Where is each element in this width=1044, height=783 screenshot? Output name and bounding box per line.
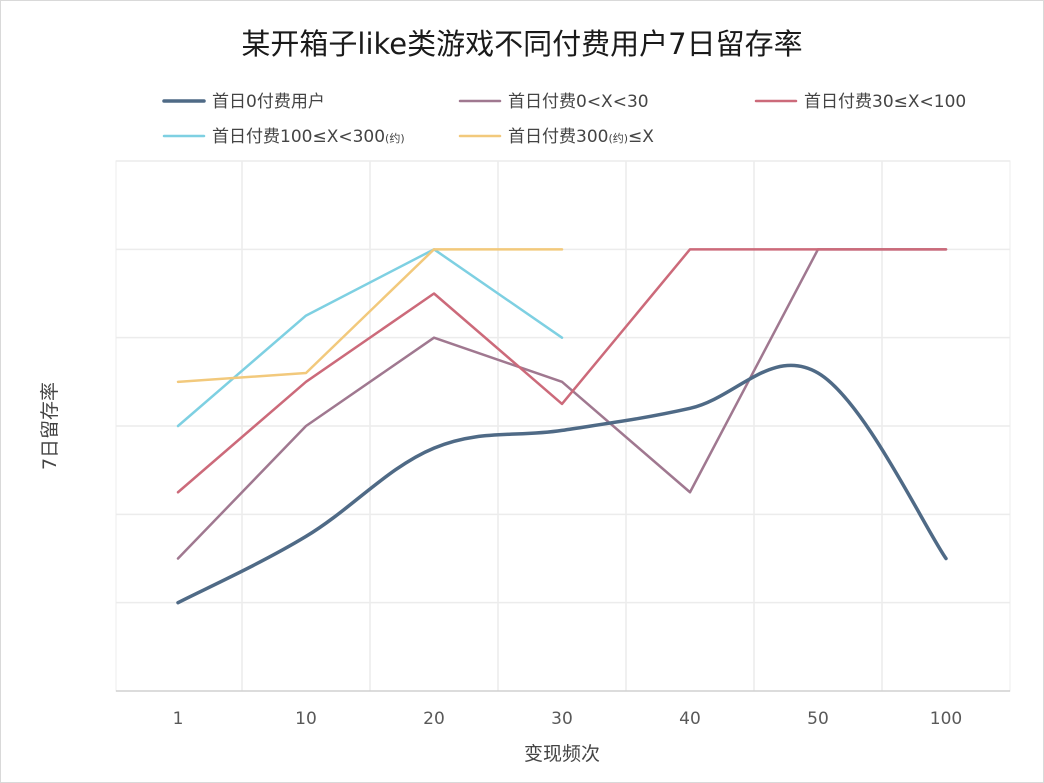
- x-tick-label: 50: [807, 709, 829, 729]
- x-tick-labels: 1 10 20 30 40 50 100: [173, 709, 963, 729]
- legend-item: 首日付费300(约)≤X: [458, 127, 654, 147]
- y-axis-title: 7日留存率: [39, 382, 61, 470]
- series-layer: [176, 248, 948, 605]
- x-tick-label: 40: [679, 709, 701, 729]
- series-line: [176, 363, 948, 605]
- legend-label: 首日付费100≤X<300(约): [212, 127, 405, 147]
- series-line: [176, 248, 564, 384]
- legend-item: 首日付费100≤X<300(约): [162, 127, 405, 147]
- legend-label: 首日付费0<X<30: [508, 92, 649, 112]
- legend-item: 首日0付费用户: [162, 92, 325, 112]
- x-tick-label: 1: [173, 709, 184, 729]
- chart-title: 某开箱子like类游戏不同付费用户7日留存率: [241, 27, 802, 61]
- legend-item: 首日付费0<X<30: [458, 92, 649, 112]
- x-tick-label: 20: [423, 709, 445, 729]
- x-tick-label: 10: [295, 709, 317, 729]
- x-tick-label: 30: [551, 709, 573, 729]
- legend-label: 首日付费30≤X<100: [804, 92, 966, 112]
- y-gridlines: [116, 160, 1010, 604]
- legend-label: 首日0付费用户: [212, 92, 325, 112]
- series-line: [176, 248, 948, 494]
- legend-label: 首日付费300(约)≤X: [508, 127, 654, 147]
- series-line: [176, 248, 564, 428]
- legend: 首日0付费用户 首日付费0<X<30 首日付费30≤X<100 首日付费100≤X<3…: [162, 92, 966, 147]
- x-axis-title: 变现频次: [524, 743, 600, 765]
- x-tick-label: 100: [930, 709, 962, 729]
- legend-item: 首日付费30≤X<100: [754, 92, 966, 112]
